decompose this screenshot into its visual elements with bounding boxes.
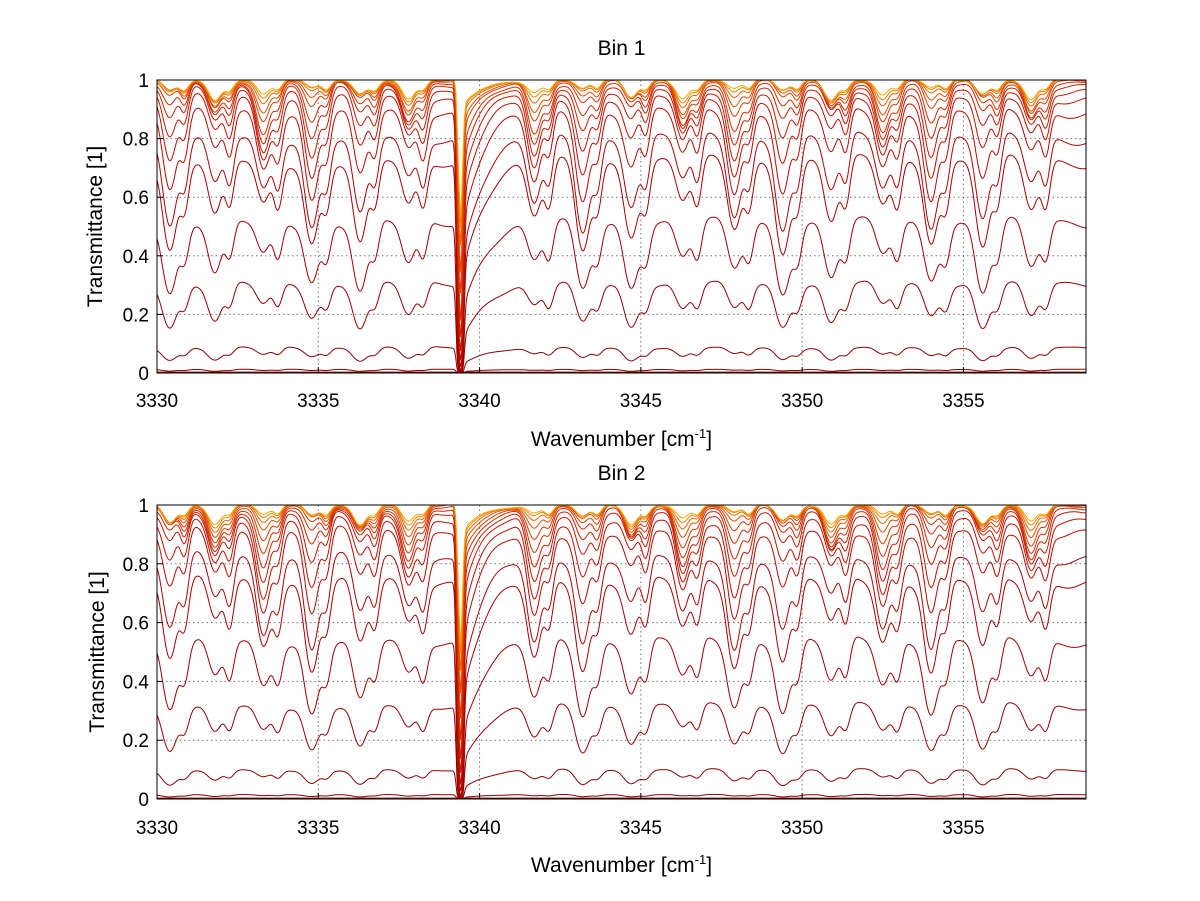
panel-1: 3330 3335 3340 3345 3350 3355 0 0.2 0.4 0.6 0.8 1 Bi…: [84, 37, 1087, 451]
series-2: [156, 793, 1086, 800]
x-tick-label: 3335: [297, 391, 339, 412]
series-11: [156, 81, 1086, 338]
series-12: [156, 80, 1087, 321]
series-4: [156, 702, 1087, 800]
x-tick-label: 3330: [136, 818, 178, 839]
x-tick-label: 3345: [620, 391, 662, 412]
x-tick-label: 3330: [136, 391, 178, 412]
axes-frame: [156, 504, 1087, 800]
y-axis-label: Transmittance [1]: [86, 571, 109, 732]
x-tick-label: 3350: [781, 818, 823, 839]
y-tick-label: 0.2: [123, 731, 149, 752]
y-tick-label: 0.8: [123, 555, 149, 576]
y-tick-label: 0: [138, 790, 149, 811]
gridlines: [156, 504, 1086, 800]
series-group: [156, 504, 1087, 800]
series-5: [156, 636, 1087, 799]
axes-frame: [156, 79, 1087, 374]
x-axis-label: Wavenumber [cm-1]: [531, 852, 712, 877]
x-tick-label: 3355: [942, 818, 984, 839]
series-8: [156, 107, 1087, 368]
x-tick-label: 3345: [620, 818, 662, 839]
series-10: [156, 85, 1087, 352]
series-7: [156, 131, 1087, 371]
series-7: [156, 551, 1087, 797]
x-axis-label: Wavenumber [cm-1]: [531, 426, 712, 451]
y-tick-label: 0.6: [123, 614, 149, 635]
y-tick-label: 0.8: [123, 130, 149, 151]
x-axis-label-main: Wavenumber [cm: [531, 428, 695, 451]
series-6: [156, 154, 1087, 372]
y-tick-label: 0.4: [123, 672, 150, 693]
x-axis-label-superscript: -1: [695, 426, 707, 441]
y-tick-label: 1: [138, 496, 149, 517]
x-axis-label-end: ]: [706, 854, 712, 877]
series-17: [156, 79, 1086, 217]
x-axis-label-end: ]: [706, 428, 712, 451]
y-tick-label: 0.2: [123, 305, 149, 326]
series-17: [156, 504, 1086, 643]
y-tick-label: 0.6: [123, 188, 149, 209]
chart-title: Bin 2: [598, 462, 646, 485]
series-2: [157, 368, 1086, 374]
x-axis-label-main: Wavenumber [cm: [531, 854, 695, 877]
x-tick-label: 3350: [781, 391, 823, 412]
y-axis-label: Transmittance [1]: [84, 146, 107, 307]
series-9: [156, 516, 1087, 785]
series-11: [156, 506, 1086, 760]
y-tick-label: 1: [138, 71, 149, 92]
x-tick-label: 3355: [942, 391, 984, 412]
series-group: [156, 79, 1087, 374]
chart-title: Bin 1: [598, 37, 646, 60]
x-tick-label: 3340: [458, 391, 500, 412]
y-tick-label: 0: [138, 364, 149, 385]
series-8: [156, 525, 1086, 792]
x-axis-label-superscript: -1: [695, 852, 707, 867]
series-4: [156, 280, 1087, 374]
series-9: [156, 93, 1087, 361]
x-tick-label: 3340: [458, 818, 500, 839]
y-tick-label: 0.4: [123, 247, 150, 268]
series-6: [156, 575, 1087, 798]
series-5: [156, 216, 1087, 373]
series-3: [156, 768, 1086, 800]
series-3: [156, 346, 1087, 374]
series-10: [156, 510, 1087, 774]
series-16: [156, 504, 1086, 655]
series-14: [156, 79, 1086, 273]
panel-2: 3330 3335 3340 3345 3350 3355 0 0.2 0.4 0.6 0.8 1 Bi…: [86, 462, 1087, 877]
x-tick-label: 3335: [297, 818, 339, 839]
